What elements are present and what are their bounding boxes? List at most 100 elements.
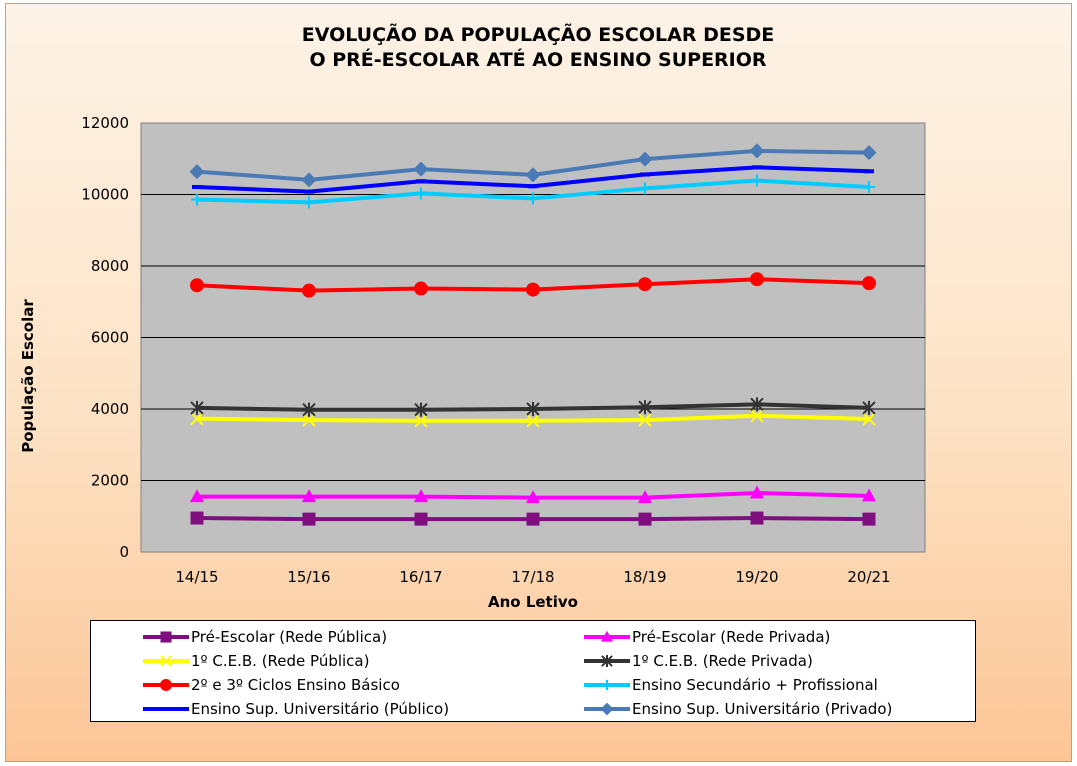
series-group: [189, 143, 877, 188]
y-axis-ticks: 0 2000 4000 6000 8000 10000 12000: [81, 114, 129, 561]
data-point: [750, 272, 764, 287]
legend-entry: 1º C.E.B. (Rede Privada): [584, 650, 813, 672]
data-point: [192, 184, 202, 189]
legend-swatch: [143, 655, 189, 667]
series-group: [190, 272, 876, 298]
data-point: [526, 282, 540, 297]
legend-entry: 2º e 3º Ciclos Ensino Básico: [143, 674, 400, 696]
legend-label: 1º C.E.B. (Rede Privada): [632, 652, 813, 670]
data-point: [525, 167, 541, 183]
data-point: [638, 512, 652, 526]
data-point: [862, 276, 876, 291]
series-lines: [189, 143, 877, 526]
legend-label: 1º C.E.B. (Rede Pública): [191, 652, 370, 670]
data-point: [526, 402, 540, 416]
data-point: [301, 172, 317, 188]
legend-swatch: [584, 702, 630, 716]
data-point: [526, 414, 540, 428]
x-tick-label: 17/18: [511, 568, 554, 586]
data-point: [302, 413, 316, 427]
chart-area: EVOLUÇÃO DA POPULAÇÃO ESCOLAR DESDE O PR…: [5, 3, 1072, 762]
legend-entry: Pré-Escolar (Rede Pública): [143, 626, 387, 648]
y-tick-label: 2000: [91, 472, 129, 490]
data-point: [160, 679, 172, 691]
data-point: [415, 187, 427, 200]
legend-entry: 1º C.E.B. (Rede Pública): [143, 650, 369, 672]
y-tick-label: 0: [119, 543, 129, 561]
data-point: [302, 283, 316, 298]
data-point: [861, 145, 877, 161]
legend-label: Ensino Secundário + Profissional: [632, 676, 878, 694]
data-point: [638, 413, 652, 427]
data-point: [414, 512, 428, 526]
data-point: [862, 512, 876, 526]
data-point: [160, 631, 172, 643]
legend-label: Pré-Escolar (Rede Privada): [632, 628, 831, 646]
data-point: [303, 196, 315, 209]
x-tick-label: 16/17: [399, 568, 442, 586]
data-point: [862, 412, 876, 426]
legend-label: Ensino Sup. Universitário (Privado): [632, 700, 893, 718]
data-point: [637, 151, 653, 167]
data-point: [414, 489, 428, 503]
x-tick-label: 19/20: [735, 568, 778, 586]
data-point: [416, 179, 426, 184]
data-point: [601, 630, 613, 642]
data-point: [601, 679, 613, 691]
x-tick-label: 14/15: [175, 568, 218, 586]
chart-title-line-2: O PRÉ-ESCOLAR ATÉ AO ENSINO SUPERIOR: [309, 48, 766, 71]
chart-legend: Pré-Escolar (Rede Pública) Pré-Escolar (R…: [90, 620, 976, 722]
x-tick-label: 20/21: [847, 568, 890, 586]
data-point: [751, 174, 763, 187]
series-group: [191, 174, 875, 209]
legend-entry: Ensino Sup. Universitário (Privado): [584, 698, 892, 720]
data-point: [191, 193, 203, 206]
legend-swatch: [584, 679, 630, 691]
legend-swatch: [143, 707, 189, 711]
data-point: [638, 400, 652, 415]
data-point: [640, 172, 650, 177]
data-point: [864, 169, 874, 174]
data-point: [190, 278, 204, 293]
y-tick-label: 8000: [91, 257, 129, 275]
data-point: [863, 180, 875, 193]
data-point: [190, 511, 204, 525]
data-point: [750, 397, 764, 412]
legend-label: Pré-Escolar (Rede Pública): [191, 628, 388, 646]
x-tick-label: 18/19: [623, 568, 666, 586]
chart-title-line-1: EVOLUÇÃO DA POPULAÇÃO ESCOLAR DESDE: [302, 22, 775, 46]
series-group: [190, 409, 876, 428]
legend-label: Ensino Sup. Universitário (Público): [191, 700, 450, 718]
data-point: [638, 490, 652, 504]
legend-entry: Ensino Secundário + Profissional: [584, 674, 878, 696]
y-tick-label: 4000: [91, 400, 129, 418]
legend-swatch: [143, 679, 189, 691]
data-point: [528, 184, 538, 189]
data-point: [862, 488, 876, 502]
y-axis-title: População Escolar: [19, 299, 37, 453]
series-group: [190, 485, 876, 504]
data-point: [750, 485, 764, 499]
legend-label: 2º e 3º Ciclos Ensino Básico: [191, 676, 400, 694]
data-point: [750, 409, 764, 423]
legend-entry: Ensino Sup. Universitário (Público): [143, 698, 449, 720]
data-point: [527, 192, 539, 205]
data-point: [639, 182, 651, 195]
series-group: [190, 511, 876, 526]
chart-svg: EVOLUÇÃO DA POPULAÇÃO ESCOLAR DESDE O PR…: [19, 22, 926, 611]
x-axis-title: Ano Letivo: [488, 593, 578, 611]
data-point: [302, 512, 316, 526]
data-point: [302, 402, 316, 417]
series-group: [190, 397, 876, 417]
data-point: [862, 400, 876, 415]
data-point: [752, 165, 762, 170]
data-point: [189, 164, 205, 180]
data-point: [160, 655, 172, 667]
data-point: [161, 707, 171, 711]
data-point: [526, 512, 540, 526]
legend-swatch: [584, 655, 630, 667]
data-point: [190, 400, 204, 415]
y-tick-label: 12000: [81, 114, 129, 132]
data-point: [749, 143, 765, 159]
x-axis-ticks: 14/15 15/16 16/17 17/18 18/19 19/20 20/21: [175, 568, 890, 586]
